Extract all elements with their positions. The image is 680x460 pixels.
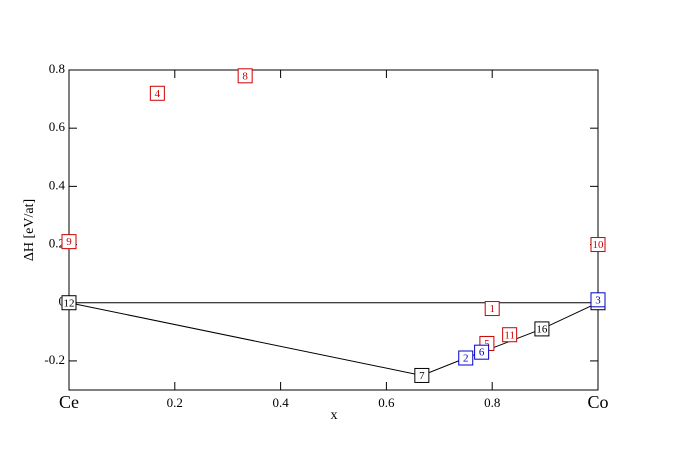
- point-box: [502, 327, 518, 343]
- point-box: [484, 301, 500, 317]
- point-label: 10: [593, 239, 605, 251]
- y-tick-label: -0.2: [44, 352, 65, 367]
- point-label: 4: [155, 88, 161, 100]
- point-box: [61, 295, 77, 311]
- x-tick-label: 0.2: [167, 395, 183, 410]
- point-label: 8: [242, 70, 248, 82]
- y-axis-label: ΔH [eV/at]: [22, 199, 37, 261]
- y-tick-label: 0.6: [49, 119, 66, 134]
- plot-frame: [68, 69, 599, 391]
- y-tick-label: 0.4: [49, 177, 66, 192]
- x-tick-label: 0.6: [378, 395, 395, 410]
- x-axis-label: x: [331, 408, 338, 423]
- point-box: [149, 85, 165, 101]
- point-label: 1: [489, 303, 495, 315]
- point-box: [590, 237, 606, 253]
- point-box: [458, 350, 474, 366]
- point-box: [590, 292, 606, 308]
- point-label: 12: [64, 297, 75, 309]
- point-label: 3: [595, 294, 601, 306]
- point-label: 6: [479, 347, 485, 359]
- x-tick-label: 0.8: [484, 395, 500, 410]
- point-box: [61, 234, 77, 250]
- x-tick-label: Co: [587, 392, 608, 412]
- point-label: 11: [504, 329, 515, 341]
- y-tick-label: 0.2: [49, 236, 65, 251]
- point-label: 7: [419, 370, 425, 382]
- y-tick-label: 0.8: [49, 61, 65, 76]
- x-tick-label: 0.4: [272, 395, 289, 410]
- point-label: 5: [484, 338, 490, 350]
- x-tick-label: Ce: [59, 392, 79, 412]
- point-box: [534, 321, 550, 337]
- hull-line: [68, 302, 599, 376]
- point-label: 16: [536, 323, 548, 335]
- point-label: 9: [66, 236, 72, 248]
- point-label: 2: [463, 353, 469, 365]
- point-box: [237, 68, 253, 84]
- point-box: [474, 344, 490, 360]
- point-box: [414, 367, 430, 383]
